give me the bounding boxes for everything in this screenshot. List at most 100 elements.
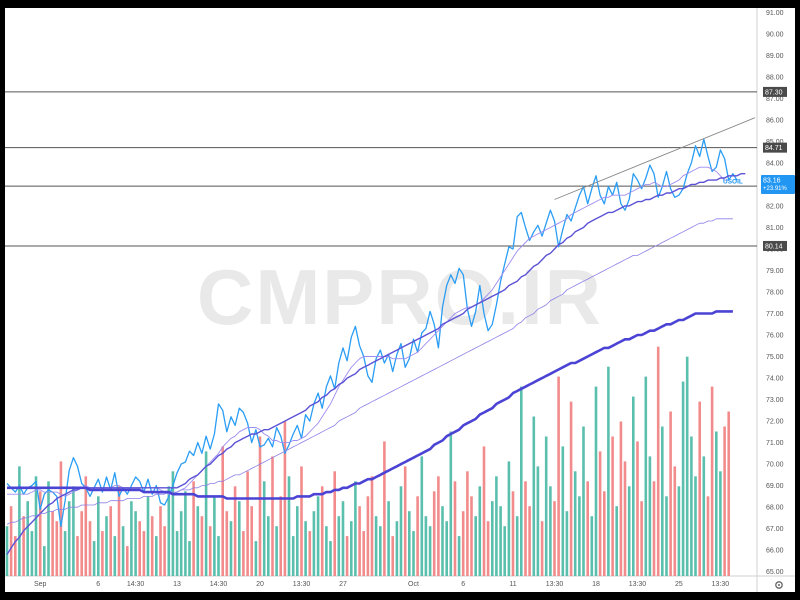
volume-bar	[296, 506, 299, 576]
price-axis[interactable]: 65.00 66.00 67.00 68.00 69.00 70.00 71.00 72.00…	[766, 10, 784, 576]
volume-bar	[437, 476, 440, 576]
volume-bar	[242, 531, 245, 576]
volume-bar	[358, 506, 361, 576]
volume-bar	[47, 481, 50, 576]
time-tick-label: 13:30	[293, 581, 311, 588]
volume-bar	[544, 436, 548, 576]
volume-bar	[159, 506, 162, 576]
volume-bar	[51, 511, 54, 576]
volume-bar	[719, 471, 722, 576]
level-badge-label: 87.30	[765, 89, 783, 96]
series-line	[6, 172, 746, 555]
volume-bar	[117, 486, 121, 576]
volume-bar	[648, 456, 652, 576]
volume-bar	[246, 471, 249, 576]
volume-bar	[76, 536, 79, 576]
volume-bar	[715, 431, 718, 576]
settings-gear-icon[interactable]	[775, 581, 783, 589]
volume-bar	[63, 531, 67, 576]
volume-bar	[598, 451, 602, 576]
watermark: CMPRO.IR	[197, 253, 603, 341]
volume-bars	[5, 346, 730, 576]
volume-bar	[594, 386, 598, 576]
price-tick-label: 75.00	[766, 354, 784, 361]
volume-bar	[88, 521, 92, 576]
price-tick-label: 66.00	[766, 548, 784, 555]
volume-bar	[416, 496, 419, 576]
volume-bar	[466, 471, 469, 576]
volume-bar	[557, 376, 560, 576]
volume-bar	[130, 501, 133, 576]
volume-bar	[370, 476, 374, 576]
volume-bar	[345, 536, 349, 576]
symbol-name: USOIL	[723, 178, 743, 185]
trend-channel	[554, 117, 756, 200]
volume-bar	[271, 456, 274, 576]
volume-bar	[366, 496, 370, 576]
volume-bar	[362, 531, 365, 576]
volume-bar	[453, 481, 457, 576]
level-badge	[763, 240, 787, 251]
volume-bar	[109, 506, 112, 576]
volume-bar	[486, 521, 490, 576]
volume-bar	[142, 531, 146, 576]
volume-bar	[43, 546, 46, 576]
volume-bar	[685, 356, 689, 576]
volume-bar	[179, 511, 183, 576]
volume-bar	[661, 426, 664, 576]
time-tick-label: 13	[173, 581, 181, 588]
volume-bar	[267, 516, 270, 576]
time-tick-label: 27	[339, 581, 347, 588]
volume-bar	[499, 506, 502, 576]
volume-bar	[603, 491, 606, 576]
volume-bar	[478, 486, 482, 576]
volume-bar	[225, 511, 229, 576]
volume-bar	[690, 436, 693, 576]
price-tick-label: 68.00	[766, 505, 784, 512]
price-tick-label: 73.00	[766, 397, 784, 404]
volume-bar	[549, 486, 552, 576]
time-axis[interactable]: Sep 6 14:30 13 14:30 20 13:30 27 Oct 6 11 13:30 18 13…	[34, 581, 729, 588]
volume-bar	[665, 496, 668, 576]
price-tick-label: 65.00	[766, 569, 784, 576]
volume-bar	[341, 501, 345, 576]
volume-bar	[192, 481, 195, 576]
volume-bar	[262, 481, 266, 576]
volume-bar	[520, 386, 523, 576]
volume-bar	[677, 486, 681, 576]
price-tick-label: 69.00	[766, 483, 784, 490]
volume-bar	[470, 496, 473, 576]
volume-bar	[354, 481, 357, 576]
symbol-badge	[761, 174, 795, 194]
volume-bar	[619, 421, 623, 576]
trend-line[interactable]	[554, 117, 756, 200]
price-chart[interactable]: CMPRO.IR 65.00 66.00 67.00 68.00 69.00 70.00 7…	[5, 8, 795, 592]
volume-bar	[18, 466, 21, 576]
volume-bar	[217, 536, 220, 576]
volume-bar	[524, 481, 527, 576]
level-badge	[763, 142, 787, 153]
volume-bar	[55, 521, 59, 576]
price-tick-label: 90.00	[766, 31, 784, 38]
time-tick-label: Sep	[34, 581, 47, 588]
volume-bar	[636, 441, 639, 576]
volume-bar	[702, 456, 706, 576]
time-tick-label: 20	[256, 581, 264, 588]
watermark-text: CMPRO.IR	[197, 253, 603, 341]
time-tick-label: 6	[461, 581, 465, 588]
volume-bar	[432, 491, 436, 576]
time-tick-label: 13:30	[546, 581, 564, 588]
price-tick-label: 70.00	[766, 462, 784, 469]
volume-bar	[97, 496, 100, 576]
volume-bar	[553, 501, 556, 576]
time-tick-label: 13:30	[712, 581, 730, 588]
volume-bar	[528, 506, 531, 576]
volume-bar	[316, 496, 320, 576]
volume-bar	[105, 516, 108, 576]
volume-bar	[424, 516, 428, 576]
price-tick-label: 86.00	[766, 117, 784, 124]
volume-bar	[615, 506, 618, 576]
volume-bar	[254, 541, 258, 576]
level-badge	[763, 86, 787, 97]
